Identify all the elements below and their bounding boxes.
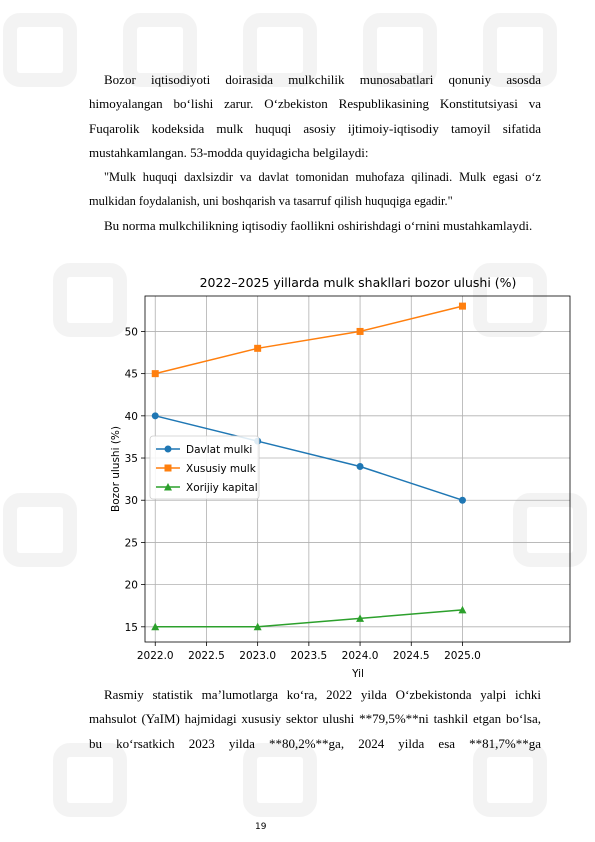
- x-tick-label: 2023.0: [239, 650, 276, 662]
- paragraph-statistics: Rasmiy statistik ma’lumotlarga ko‘ra, 20…: [89, 687, 541, 751]
- data-point: [356, 462, 364, 470]
- data-point: [151, 622, 160, 631]
- x-tick-label: 2023.5: [290, 650, 327, 662]
- x-axis-label: Yil: [351, 668, 364, 680]
- y-tick-label: 45: [125, 369, 138, 381]
- data-point: [356, 327, 364, 335]
- paragraph-norm: Bu norma mulkchilikning iqtisodiy faolli…: [104, 218, 533, 233]
- data-point: [151, 370, 159, 378]
- legend-box: [149, 435, 260, 500]
- y-tick-label: 20: [125, 580, 138, 592]
- x-tick-label: 2024.5: [393, 650, 430, 662]
- paragraph-quote: "Mulk huquqi daxlsizdir va davlat tomoni…: [89, 170, 541, 209]
- series-line-2: [155, 609, 463, 628]
- series-line-1: [155, 305, 463, 375]
- y-tick-label: 35: [125, 453, 138, 465]
- legend-item-xususiy: Xususiy mulk: [156, 463, 257, 475]
- data-point: [253, 622, 262, 631]
- x-tick-label: 2022.0: [137, 650, 174, 662]
- data-point: [458, 496, 466, 504]
- y-tick-label: 15: [125, 622, 138, 634]
- y-tick-label: 40: [125, 411, 138, 423]
- axis-ticks: 2022.0 2022.5 2023.0 2023.5 2024.0 2024.5 2025…: [125, 326, 481, 662]
- series-lines: [151, 302, 467, 631]
- paragraph-intro: Bozor iqtisodiyoti doirasida mulkchilik …: [89, 72, 541, 160]
- data-point: [458, 302, 466, 310]
- legend-item-xorijiy: Xorijiy kapital: [156, 482, 258, 494]
- x-tick-label: 2025.0: [444, 650, 481, 662]
- x-tick-label: 2022.5: [188, 650, 225, 662]
- x-tick-label: 2024.0: [342, 650, 379, 662]
- data-point: [356, 614, 365, 622]
- y-axis-label: Bozor ulushi (%): [110, 426, 122, 512]
- legend-label-xususiy: Xususiy mulk: [186, 463, 257, 475]
- legend-label-xorijiy: Xorijiy kapital: [186, 482, 258, 494]
- legend-label-davlat: Davlat mulki: [186, 444, 252, 456]
- series-line-0: [155, 415, 463, 501]
- y-tick-label: 30: [125, 495, 138, 507]
- data-point: [254, 344, 262, 352]
- market-share-chart: 2022–2025 yillarda mulk shakllari bozor …: [104, 270, 580, 680]
- data-point: [151, 412, 159, 420]
- page-number: 19: [255, 822, 267, 832]
- y-tick-label: 50: [125, 326, 138, 338]
- chart-title: 2022–2025 yillarda mulk shakllari bozor …: [200, 275, 517, 290]
- plot-frame: [144, 295, 571, 643]
- legend: Davlat mulki Xususiy mulk Xorijiy kapita…: [149, 435, 260, 500]
- legend-item-davlat: Davlat mulki: [156, 444, 252, 456]
- data-point: [458, 605, 467, 614]
- y-tick-label: 25: [125, 537, 138, 549]
